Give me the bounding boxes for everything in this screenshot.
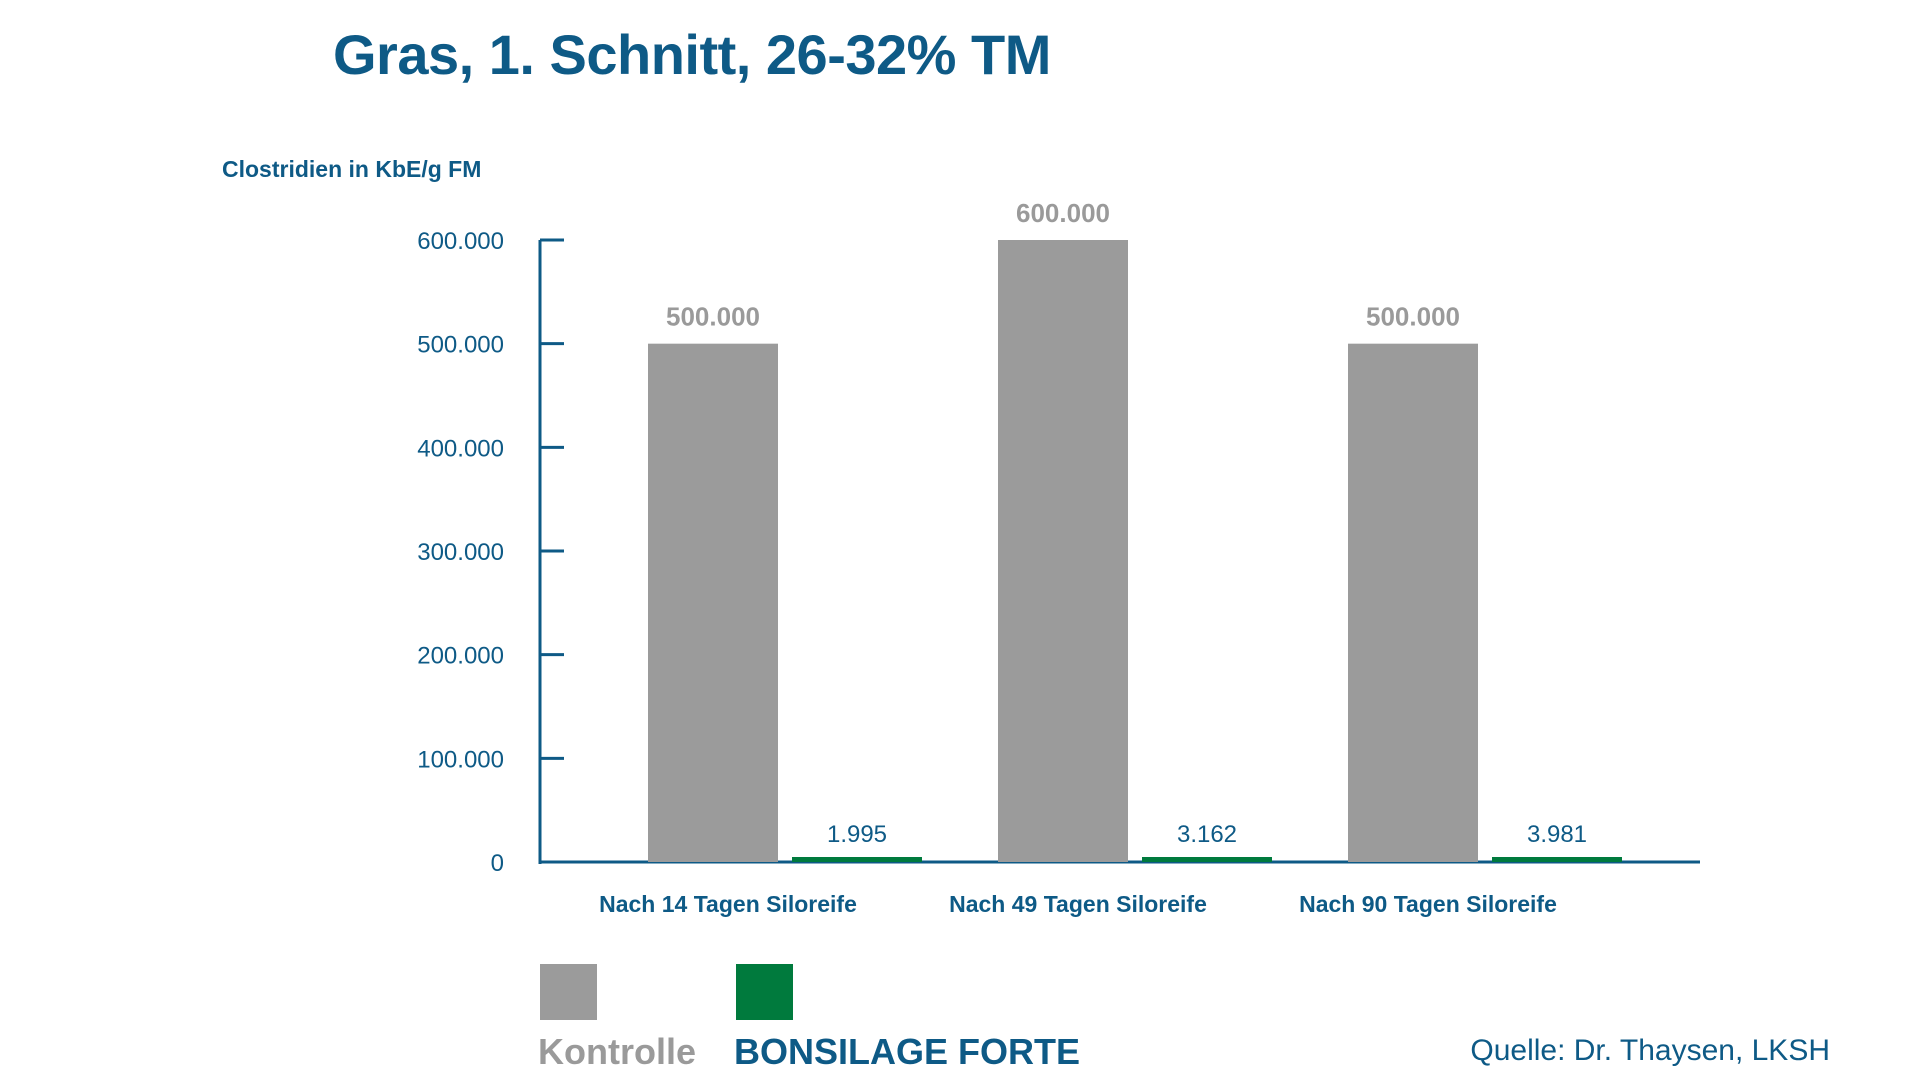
bar-kontrolle xyxy=(998,240,1128,862)
y-tick-label: 500.000 xyxy=(417,332,504,359)
y-tick-label: 300.000 xyxy=(417,539,504,566)
data-label: 500.000 xyxy=(1366,302,1460,332)
bar-bonsilage-forte xyxy=(1142,857,1272,862)
bar-bonsilage-forte xyxy=(792,857,922,862)
data-label: 1.995 xyxy=(827,821,887,848)
data-labels: 500.000 1.995 600.000 3.162 500.000 3.981 xyxy=(666,198,1587,848)
y-tick-label: 400.000 xyxy=(417,435,504,462)
x-tick-label: Nach 49 Tagen Siloreife xyxy=(949,891,1207,917)
data-label: 3.162 xyxy=(1177,821,1237,848)
legend-swatch-bonsilage-forte xyxy=(736,964,793,1020)
bars xyxy=(648,240,1622,863)
y-tick-label: 100.000 xyxy=(417,746,504,773)
bar-kontrolle xyxy=(1348,343,1478,863)
data-label: 3.981 xyxy=(1527,821,1587,848)
legend-label-bonsilage-forte: BONSILAGE FORTE xyxy=(734,1031,1081,1072)
y-tick-label: 600.000 xyxy=(417,228,504,255)
legend-label-kontrolle: Kontrolle xyxy=(538,1031,696,1072)
bar-bonsilage-forte xyxy=(1492,857,1622,862)
data-label: 600.000 xyxy=(1016,198,1110,228)
x-tick-label: Nach 14 Tagen Siloreife xyxy=(599,891,857,917)
chart-title: Gras, 1. Schnitt, 26-32% TM xyxy=(333,23,1051,86)
y-tick-label: 0 xyxy=(491,850,504,877)
legend-swatch-kontrolle xyxy=(540,964,597,1020)
data-label: 500.000 xyxy=(666,302,760,332)
y-tick-label: 200.000 xyxy=(417,643,504,670)
x-tick-label: Nach 90 Tagen Siloreife xyxy=(1299,891,1557,917)
bar-kontrolle xyxy=(648,343,778,863)
source-note: Quelle: Dr. Thaysen, LKSH xyxy=(1470,1034,1830,1067)
y-axis-title: Clostridien in KbE/g FM xyxy=(222,156,481,182)
